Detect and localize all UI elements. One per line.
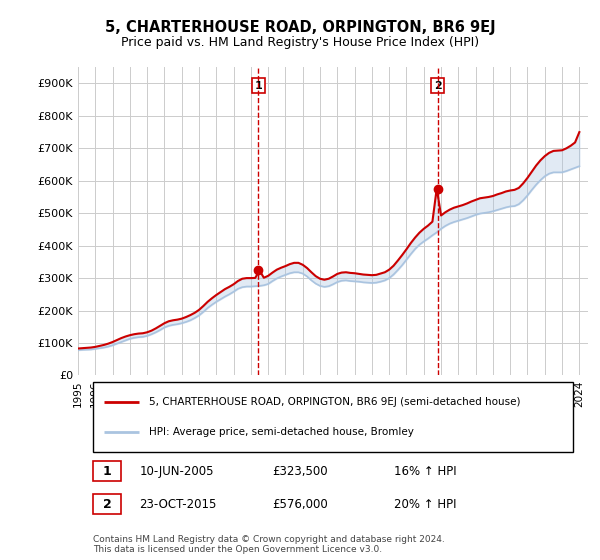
FancyBboxPatch shape xyxy=(94,461,121,481)
FancyBboxPatch shape xyxy=(94,382,573,452)
FancyBboxPatch shape xyxy=(94,494,121,514)
Text: 10-JUN-2005: 10-JUN-2005 xyxy=(139,465,214,478)
Text: £323,500: £323,500 xyxy=(272,465,328,478)
Text: HPI: Average price, semi-detached house, Bromley: HPI: Average price, semi-detached house,… xyxy=(149,427,414,437)
Text: 23-OCT-2015: 23-OCT-2015 xyxy=(139,498,217,511)
Text: 1: 1 xyxy=(254,81,262,91)
Text: 2: 2 xyxy=(103,498,112,511)
Text: £576,000: £576,000 xyxy=(272,498,328,511)
Text: Price paid vs. HM Land Registry's House Price Index (HPI): Price paid vs. HM Land Registry's House … xyxy=(121,36,479,49)
Text: 20% ↑ HPI: 20% ↑ HPI xyxy=(394,498,457,511)
Text: 1: 1 xyxy=(103,465,112,478)
Text: 5, CHARTERHOUSE ROAD, ORPINGTON, BR6 9EJ (semi-detached house): 5, CHARTERHOUSE ROAD, ORPINGTON, BR6 9EJ… xyxy=(149,397,521,407)
Text: 5, CHARTERHOUSE ROAD, ORPINGTON, BR6 9EJ: 5, CHARTERHOUSE ROAD, ORPINGTON, BR6 9EJ xyxy=(104,20,496,35)
Text: 2: 2 xyxy=(434,81,442,91)
Text: Contains HM Land Registry data © Crown copyright and database right 2024.
This d: Contains HM Land Registry data © Crown c… xyxy=(94,535,445,554)
Text: 16% ↑ HPI: 16% ↑ HPI xyxy=(394,465,457,478)
